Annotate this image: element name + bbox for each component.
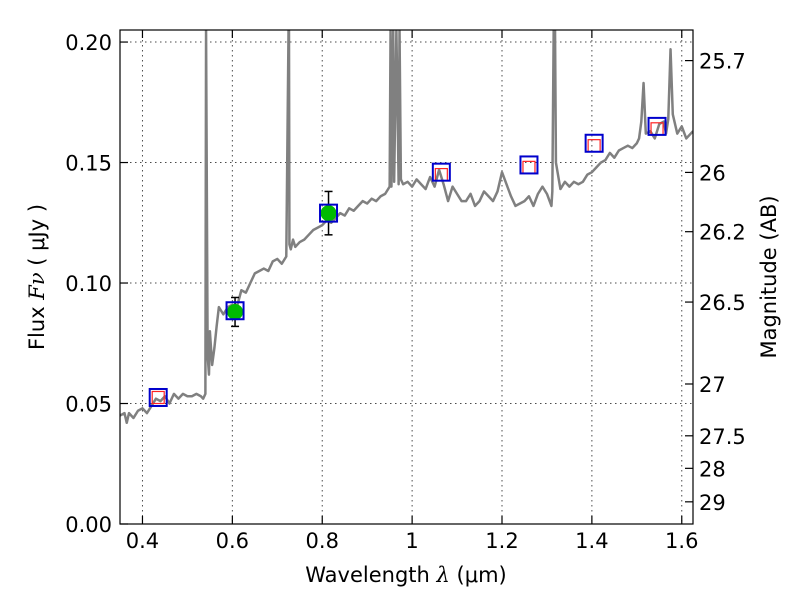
x-tick-label: 1.2 (485, 529, 518, 553)
band-flux-square (225, 301, 245, 321)
right-tick-label: 26.2 (699, 221, 746, 245)
band-flux-square (148, 387, 168, 407)
x-axis-label: Wavelength λ (μm) (305, 563, 506, 587)
band-flux-square (519, 155, 539, 175)
right-tick-label: 27.5 (699, 425, 746, 449)
y-tick-label: 0.10 (65, 272, 112, 296)
band-flux-square (319, 203, 339, 223)
model-flux-square (151, 390, 165, 405)
observed-point (227, 303, 244, 320)
x-tick-label: 1.6 (665, 529, 698, 553)
observed-point (320, 205, 337, 222)
right-tick-label: 27 (699, 373, 726, 397)
y-tick-label: 0.05 (65, 393, 112, 417)
x-tick-label: 0.6 (216, 529, 249, 553)
band-flux-square (584, 133, 604, 153)
right-tick-label: 29 (699, 491, 726, 515)
x-tick-label: 0.8 (306, 529, 339, 553)
y-tick-label: 0.15 (65, 152, 112, 176)
band-flux-square (431, 162, 451, 182)
x-tick-label: 1.4 (575, 529, 608, 553)
right-tick-label: 26 (699, 161, 726, 185)
right-tick-label: 28 (699, 457, 726, 481)
data-points-layer (148, 116, 667, 407)
right-axis-label: Magnitude (AB) (757, 195, 781, 358)
x-tick-label: 0.4 (126, 529, 159, 553)
x-tick-label: 1 (405, 529, 418, 553)
model-spectrum-line (120, 30, 693, 425)
axis-ticks: 0.4 0.6 0.8 1 1.2 1.4 1.6 0.00 0.05 0.10 0.15 0.20 2… (65, 30, 746, 553)
band-flux-square (647, 116, 667, 136)
right-tick-label: 26.5 (699, 291, 746, 315)
model-spectrum-layer (120, 30, 693, 425)
model-flux-square (587, 139, 601, 153)
y-tick-label: 0.00 (65, 513, 112, 537)
model-flux-square (522, 160, 536, 174)
plot-frame (119, 29, 694, 525)
y-tick-label: 0.20 (65, 31, 112, 55)
y-axis-label: Flux Fν ( μJy ) (25, 204, 49, 350)
right-tick-label: 25.7 (699, 50, 746, 74)
